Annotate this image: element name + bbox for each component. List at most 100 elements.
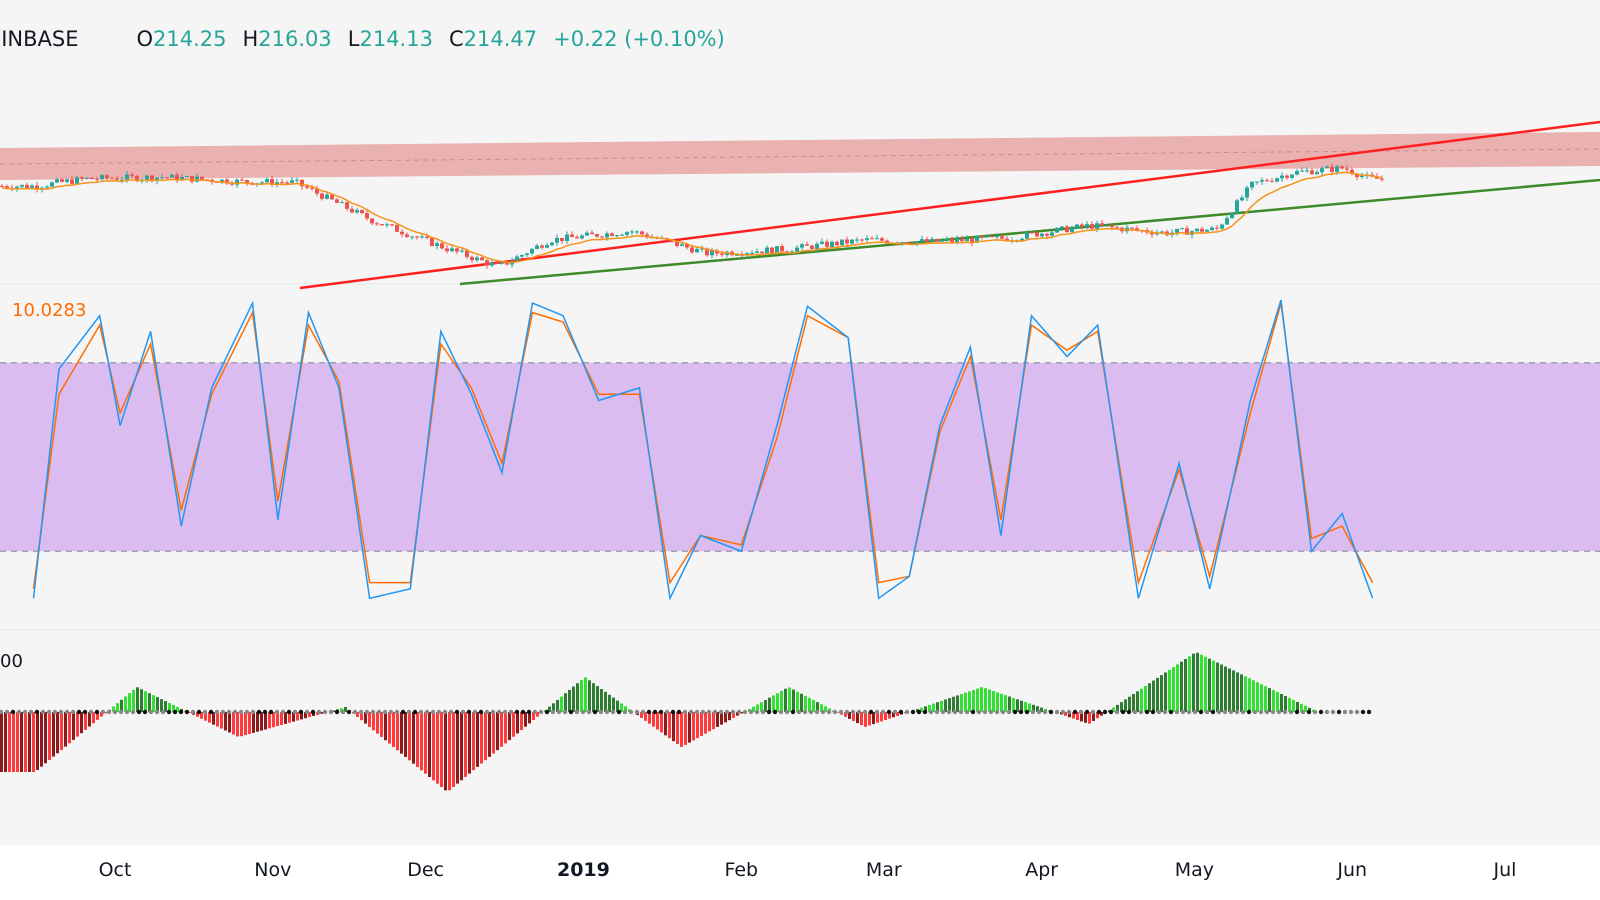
- zero-line-dot: [250, 709, 256, 715]
- histogram-bar: [712, 712, 715, 730]
- histogram-bar: [572, 686, 575, 712]
- candle-body: [1215, 227, 1219, 229]
- candle-body: [1105, 225, 1109, 227]
- candle-body: [870, 238, 874, 240]
- zero-line-dot: [886, 709, 892, 715]
- histogram-bar: [128, 693, 131, 712]
- candle-body: [785, 251, 789, 253]
- zero-line-dot: [118, 709, 124, 715]
- candle-body: [110, 178, 114, 180]
- histogram-bar: [960, 694, 963, 712]
- candle-body: [1300, 170, 1304, 172]
- zero-line-dot: [652, 709, 658, 715]
- candle-body: [1310, 170, 1314, 175]
- histogram-bar: [696, 712, 699, 739]
- zero-line-dot: [28, 709, 34, 715]
- candle-body: [40, 187, 44, 190]
- candle-body: [350, 208, 354, 213]
- candle-body: [260, 182, 264, 184]
- histogram-bar: [560, 696, 563, 712]
- histogram-bar: [84, 712, 87, 730]
- histogram-bar: [1096, 712, 1099, 719]
- histogram-bar: [232, 712, 235, 735]
- histogram-bar: [688, 712, 691, 743]
- candle-body: [135, 175, 139, 182]
- histogram-bar: [1208, 658, 1211, 712]
- candle-body: [1110, 225, 1114, 228]
- zero-line-dot: [370, 709, 376, 715]
- histogram-bar: [44, 712, 47, 764]
- zero-line-dot: [868, 709, 874, 715]
- histogram-bar: [432, 712, 435, 781]
- histogram-bar: [644, 712, 647, 721]
- zero-line-dot: [964, 709, 970, 715]
- candle-body: [905, 242, 909, 244]
- zero-line-dot: [292, 709, 298, 715]
- histogram-bar: [1152, 680, 1155, 712]
- zero-line-dot: [802, 709, 808, 715]
- zero-line-dot: [16, 709, 22, 715]
- histogram-bar: [568, 689, 571, 712]
- histogram-bar: [620, 703, 623, 712]
- candle-body: [720, 253, 724, 256]
- candle-body: [1330, 166, 1334, 172]
- histogram-bar: [1184, 659, 1187, 712]
- histogram-bar: [228, 712, 231, 733]
- stoch-d-line: [32, 302, 1374, 589]
- histogram-bar: [1260, 684, 1263, 712]
- histogram-bar: [640, 712, 643, 718]
- histogram-bar: [276, 712, 279, 727]
- candle-body: [1240, 197, 1244, 201]
- candle-body: [530, 248, 534, 254]
- zero-line-dot: [1012, 709, 1018, 715]
- histogram-bar: [536, 712, 539, 717]
- histogram-bar: [196, 712, 199, 717]
- zero-line-dot: [184, 709, 190, 715]
- histogram-bar: [740, 712, 743, 714]
- histogram-bar: [1168, 669, 1171, 712]
- zero-line-dot: [712, 709, 718, 715]
- candle-body: [455, 248, 459, 252]
- histogram-bar: [592, 683, 595, 712]
- x-tick-label: Feb: [724, 859, 758, 881]
- histogram-bar: [892, 712, 895, 718]
- zero-line-dot: [1348, 709, 1354, 715]
- zero-line-dot: [400, 709, 406, 715]
- zero-line-dot: [1072, 709, 1078, 715]
- histogram-bar: [484, 712, 487, 761]
- histogram-bar: [440, 712, 443, 788]
- histogram-bar: [576, 683, 579, 712]
- histogram-bar: [1300, 703, 1303, 712]
- histogram-bar: [1176, 664, 1179, 712]
- candle-body: [795, 247, 799, 252]
- candle-body: [65, 179, 69, 182]
- histogram-bar: [864, 712, 867, 727]
- histogram-bar: [648, 712, 651, 724]
- candle-body: [525, 253, 529, 256]
- candle-body: [935, 238, 939, 242]
- x-tick-label: May: [1175, 859, 1214, 881]
- histogram-bar: [252, 712, 255, 733]
- candle-body: [1260, 180, 1264, 182]
- histogram-bar: [580, 679, 583, 712]
- zero-line-dot: [778, 709, 784, 715]
- zero-line-dot: [436, 709, 442, 715]
- candle-body: [1085, 224, 1089, 227]
- zero-line-dot: [346, 709, 352, 715]
- candle-body: [1255, 181, 1259, 183]
- candle-body: [475, 257, 479, 261]
- candle-body: [505, 262, 509, 265]
- histogram-bar: [1160, 675, 1163, 712]
- histogram-bar: [164, 701, 167, 712]
- x-tick-label: Dec: [407, 859, 444, 881]
- zero-line-dot: [1270, 709, 1276, 715]
- histogram-bar: [360, 712, 363, 721]
- zero-line-dot: [622, 709, 628, 715]
- zero-line-dot: [520, 709, 526, 715]
- histogram-bar: [416, 712, 419, 767]
- candle-body: [1315, 172, 1319, 175]
- zero-line-dot: [64, 709, 70, 715]
- zero-line-dot: [490, 709, 496, 715]
- histogram-bar: [132, 689, 135, 712]
